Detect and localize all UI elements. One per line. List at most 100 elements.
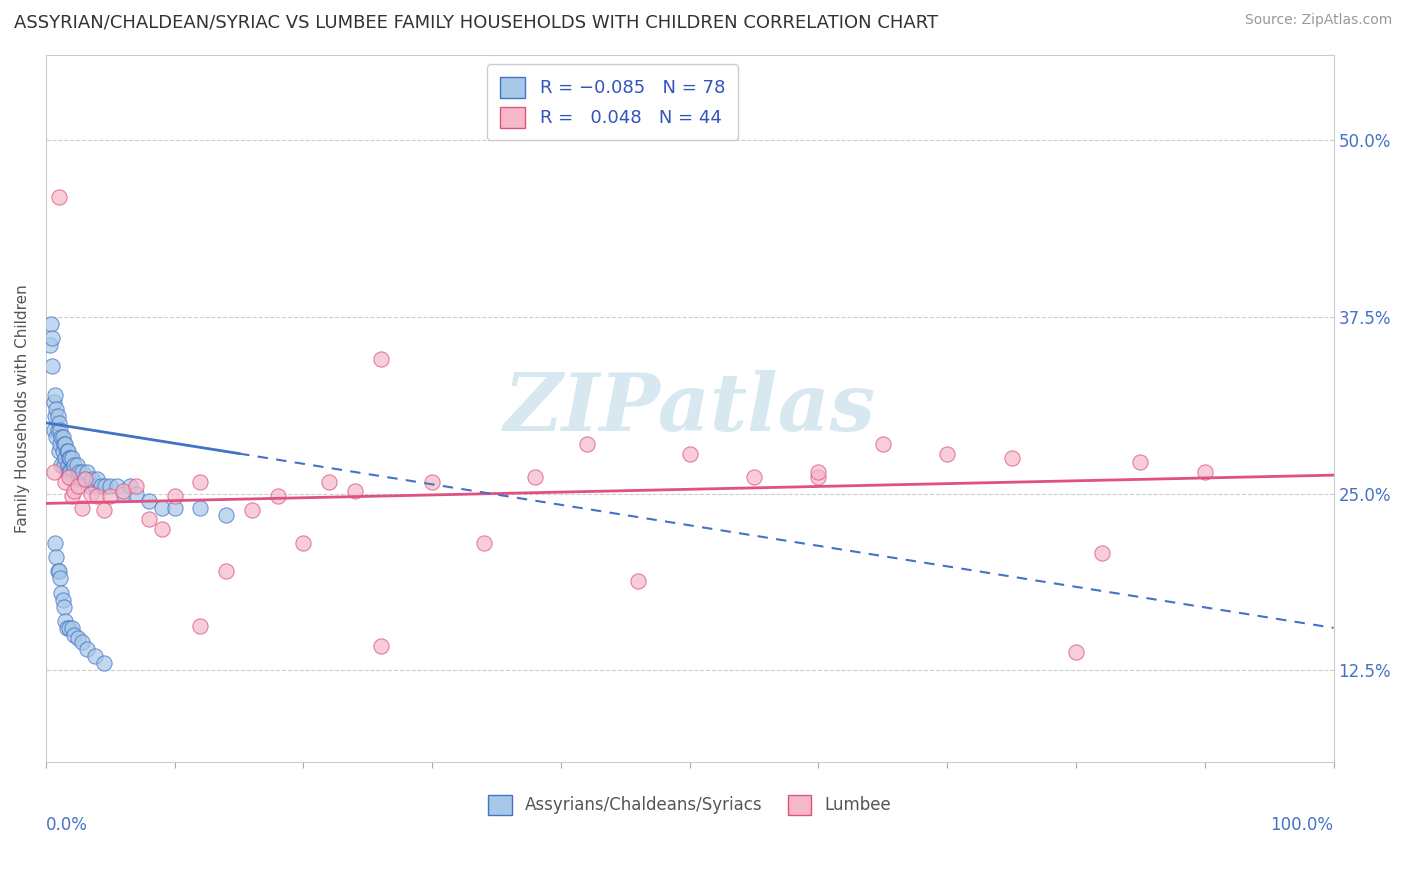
Point [292, 536, 315, 550]
Point [53, 458, 76, 473]
Point [1064, 645, 1087, 659]
Point [93, 657, 115, 671]
Point [48, 564, 70, 578]
Point [343, 483, 366, 498]
Point [49, 437, 72, 451]
Point [60, 451, 83, 466]
Point [56, 444, 79, 458]
Point [41, 331, 63, 345]
Point [872, 437, 894, 451]
Point [163, 489, 186, 503]
Point [53, 451, 76, 466]
Point [67, 631, 90, 645]
Point [56, 458, 79, 473]
Text: 100.0%: 100.0% [1271, 816, 1333, 834]
Point [370, 352, 392, 367]
Point [60, 472, 83, 486]
Point [46, 564, 69, 578]
Point [51, 458, 73, 473]
Point [163, 500, 186, 515]
Point [138, 512, 160, 526]
Point [38, 338, 60, 352]
Point [73, 472, 96, 486]
Point [45, 430, 67, 444]
Point [41, 359, 63, 374]
Point [70, 500, 93, 515]
Point [73, 472, 96, 486]
Point [48, 416, 70, 430]
Point [58, 451, 80, 466]
Point [52, 592, 75, 607]
Text: ZIPatlas: ZIPatlas [503, 370, 876, 448]
Point [679, 447, 702, 461]
Point [49, 423, 72, 437]
Point [63, 458, 86, 473]
Point [69, 472, 91, 486]
Point [138, 493, 160, 508]
Point [55, 444, 77, 458]
Text: Source: ZipAtlas.com: Source: ZipAtlas.com [1244, 13, 1392, 28]
Point [58, 621, 80, 635]
Point [66, 458, 89, 473]
Point [44, 536, 66, 550]
Point [70, 635, 93, 649]
Point [1194, 465, 1216, 479]
Point [1091, 546, 1114, 560]
Point [86, 489, 108, 503]
Point [51, 585, 73, 599]
Point [742, 469, 765, 483]
Point [627, 574, 650, 589]
Point [53, 475, 76, 490]
Point [48, 189, 70, 203]
Point [69, 465, 91, 479]
Point [58, 465, 80, 479]
Point [94, 479, 117, 493]
Point [76, 465, 98, 479]
Point [53, 599, 76, 614]
Point [53, 614, 76, 628]
Point [79, 479, 101, 493]
Point [67, 472, 90, 486]
Point [42, 394, 65, 409]
Point [370, 639, 392, 653]
Point [150, 522, 173, 536]
Point [45, 401, 67, 416]
Point [60, 621, 83, 635]
Point [125, 479, 148, 493]
Legend: Assyrians/Chaldeans/Syriacs, Lumbee: Assyrians/Chaldeans/Syriacs, Lumbee [478, 785, 901, 824]
Point [112, 486, 135, 500]
Point [46, 409, 69, 423]
Point [67, 479, 90, 493]
Point [59, 465, 82, 479]
Point [93, 503, 115, 517]
Point [65, 472, 87, 486]
Point [105, 479, 128, 493]
Point [42, 465, 65, 479]
Point [190, 500, 212, 515]
Point [42, 423, 65, 437]
Point [83, 649, 105, 664]
Point [51, 430, 73, 444]
Point [190, 475, 212, 490]
Point [70, 465, 93, 479]
Point [44, 387, 66, 401]
Point [49, 571, 72, 585]
Point [98, 479, 121, 493]
Point [82, 472, 104, 486]
Point [215, 508, 238, 522]
Point [807, 469, 830, 483]
Point [46, 423, 69, 437]
Point [118, 479, 141, 493]
Point [45, 550, 67, 565]
Point [215, 564, 238, 578]
Point [52, 444, 75, 458]
Point [63, 628, 86, 642]
Point [575, 437, 598, 451]
Point [63, 483, 86, 498]
Point [52, 430, 75, 444]
Point [190, 619, 212, 633]
Point [60, 489, 83, 503]
Point [318, 475, 340, 490]
Point [125, 486, 148, 500]
Point [80, 486, 103, 500]
